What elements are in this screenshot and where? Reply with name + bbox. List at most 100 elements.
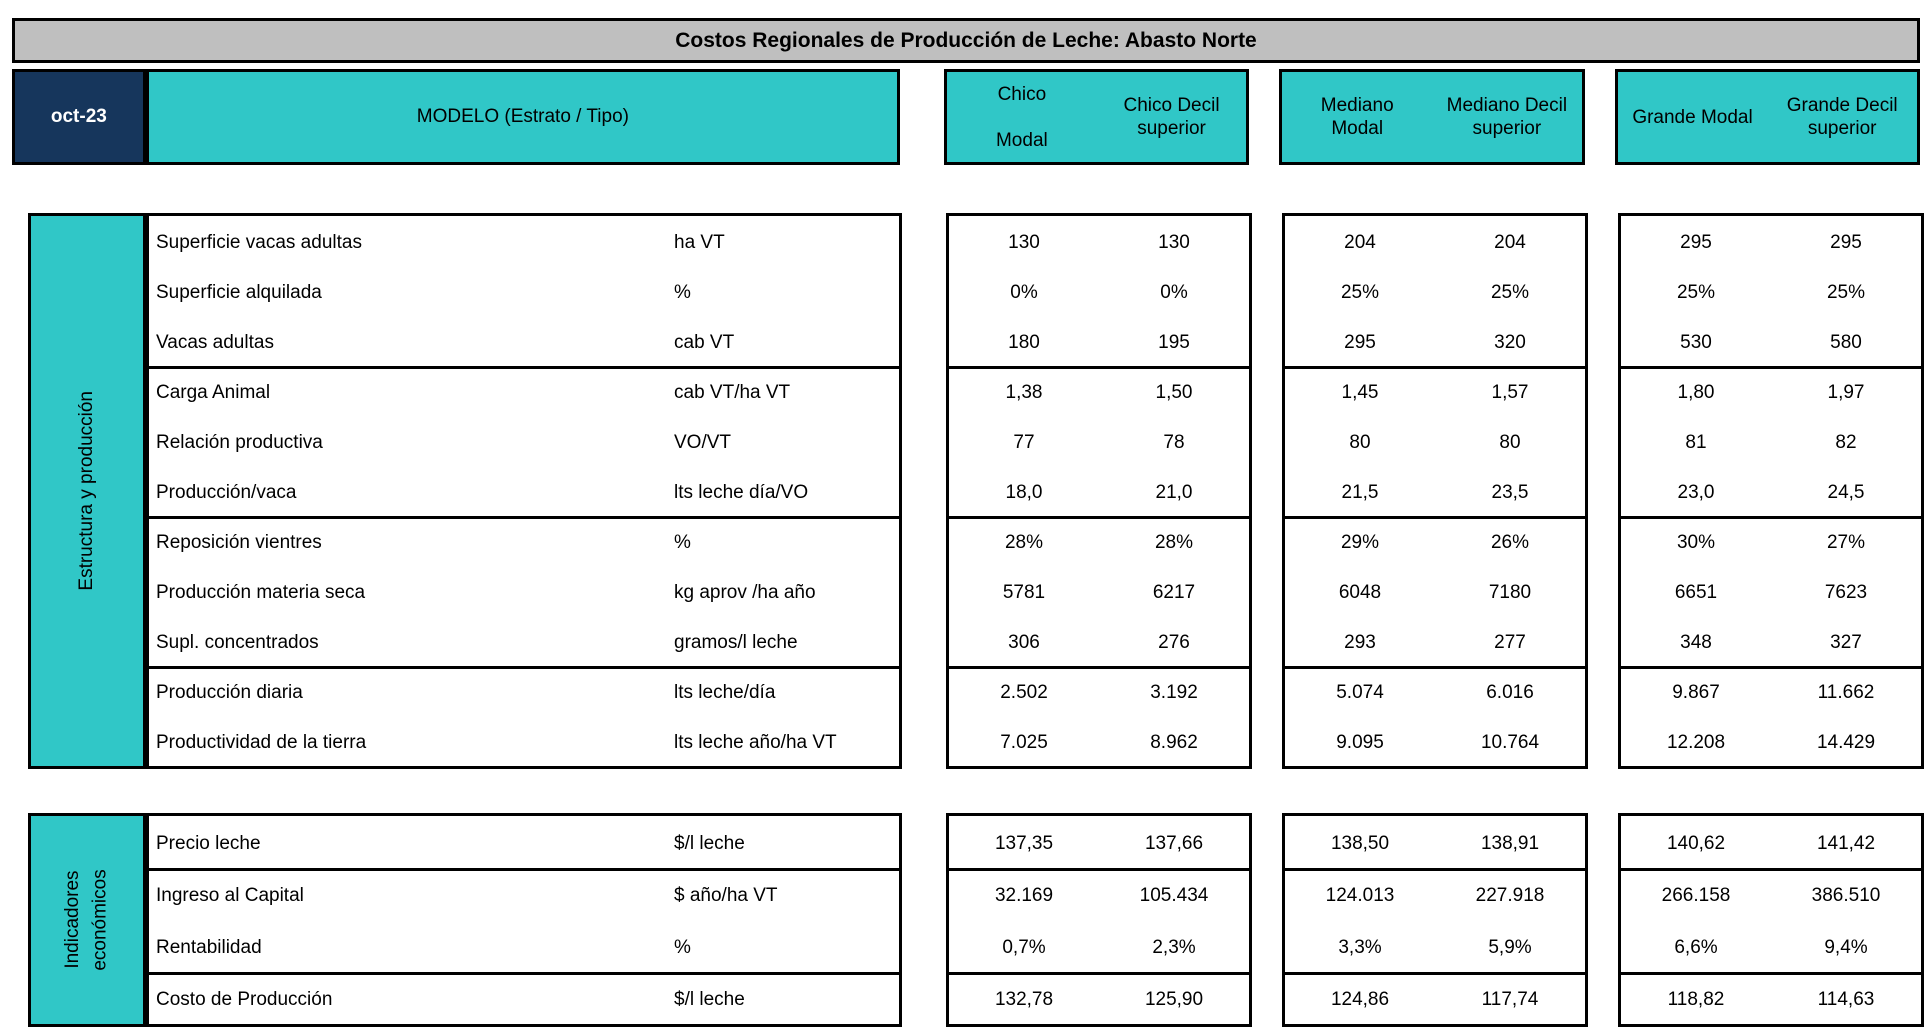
table-row: 204 204: [1285, 216, 1585, 266]
row-unit: lts leche año/ha VT: [674, 731, 837, 753]
cell-value: 141,42: [1816, 832, 1876, 854]
spacer: [12, 213, 28, 769]
cell-value: 18,0: [1005, 481, 1043, 503]
table-row: 306 276: [949, 616, 1249, 666]
row-unit: %: [674, 936, 691, 958]
cell-value: 1,97: [1827, 381, 1865, 403]
cell-value: 32.169: [994, 884, 1054, 906]
cell-value: 105.434: [1139, 884, 1209, 906]
column-header-line: superior: [1472, 118, 1542, 139]
cell-value: 118,82: [1667, 988, 1725, 1010]
cell-value: 0,7%: [1002, 936, 1046, 958]
row-label: Superficie vacas adultas: [156, 231, 362, 253]
cell-value: 10.764: [1480, 731, 1540, 753]
cell-value: 130: [1008, 231, 1040, 253]
row-unit: $ año/ha VT: [674, 884, 778, 906]
cell-value: 21,0: [1155, 481, 1193, 503]
table-row: 9.095 10.764: [1285, 716, 1585, 766]
cell-value: 1,38: [1005, 381, 1043, 403]
gap: [1588, 813, 1618, 1027]
cell-value: 2.502: [1000, 681, 1048, 703]
row-label: Producción materia seca: [156, 581, 366, 603]
cell-value: 8.962: [1150, 731, 1198, 753]
cell-value: 295: [1344, 331, 1376, 353]
row-label: Ingreso al Capital: [156, 884, 304, 906]
cell-value: 348: [1680, 631, 1712, 653]
table-row: 25% 25%: [1285, 266, 1585, 316]
cell-value: 137,66: [1144, 832, 1204, 854]
table-row: Producción materia seca kg aprov /ha año: [149, 566, 899, 616]
cell-value: 28%: [1004, 531, 1044, 553]
cell-value: 21,5: [1341, 481, 1379, 503]
gap: [1252, 213, 1282, 769]
table-row: 1,38 1,50: [949, 366, 1249, 416]
row-label: Superficie alquilada: [156, 281, 322, 303]
page-title: Costos Regionales de Producción de Leche…: [12, 18, 1920, 63]
table-row: 6048 7180: [1285, 566, 1585, 616]
table-row: 124,86 117,74: [1285, 972, 1585, 1024]
cell-value: 6651: [1674, 581, 1718, 603]
cell-value: 7180: [1488, 581, 1532, 603]
spacer: [12, 813, 28, 1027]
table-row: 23,0 24,5: [1621, 466, 1921, 516]
row-labels-box: Superficie vacas adultas ha VT Superficie …: [146, 213, 902, 769]
cell-value: 386.510: [1811, 884, 1881, 906]
row-label: Reposición vientres: [156, 531, 322, 553]
column-header-line: Chico: [997, 83, 1047, 105]
cell-value: 277: [1494, 631, 1526, 653]
table-row: 293 277: [1285, 616, 1585, 666]
cell-value: 12.208: [1666, 731, 1726, 753]
table-row: 295 320: [1285, 316, 1585, 366]
cell-value: 138,91: [1480, 832, 1540, 854]
date-cell: oct-23: [12, 69, 146, 165]
table-row: 266.158 386.510: [1621, 868, 1921, 920]
table-row: 6651 7623: [1621, 566, 1921, 616]
table-row: 180 195: [949, 316, 1249, 366]
column-header-line: Mediano Decil: [1446, 95, 1568, 116]
cell-value: 6048: [1338, 581, 1382, 603]
table-row: 348 327: [1621, 616, 1921, 666]
cell-value: 6.016: [1486, 681, 1534, 703]
column-header-line: Modal: [995, 129, 1048, 151]
table-row: 77 78: [949, 416, 1249, 466]
data-block-mediano: 138,50 138,91 124.013 227.918 3,3% 5,9% 124,86…: [1282, 813, 1588, 1027]
cell-value: 23,5: [1491, 481, 1529, 503]
column-header-line: Chico Decil: [1123, 95, 1220, 116]
cell-value: 204: [1344, 231, 1376, 253]
data-block-chico: 137,35 137,66 32.169 105.434 0,7% 2,3% 132,78 1…: [946, 813, 1252, 1027]
cell-value: 14.429: [1816, 731, 1876, 753]
cell-value: 530: [1680, 331, 1712, 353]
row-label: Precio leche: [156, 832, 261, 854]
table-row: 140,62 141,42: [1621, 816, 1921, 868]
table-row: 1,45 1,57: [1285, 366, 1585, 416]
cell-value: 9.867: [1672, 681, 1720, 703]
cell-value: 7623: [1824, 581, 1868, 603]
row-unit: ha VT: [674, 231, 725, 253]
section-label-text: Indicadores económicos: [62, 869, 111, 971]
column-header-line: superior: [1137, 118, 1206, 139]
column-header-line: Modal: [1331, 118, 1384, 139]
column-header-line: Grande Decil: [1786, 95, 1898, 116]
cell-value: 77: [1013, 431, 1035, 453]
column-group-header-grande: Grande Modal Grande Decil superior: [1614, 69, 1921, 165]
cell-value: 137,35: [994, 832, 1054, 854]
column-header: Chico Decil superior: [1097, 72, 1247, 162]
cell-value: 25%: [1490, 281, 1530, 303]
table-row: 124.013 227.918: [1285, 868, 1585, 920]
cell-value: 320: [1494, 331, 1526, 353]
table-row: 118,82 114,63: [1621, 972, 1921, 1024]
table-row: Vacas adultas cab VT: [149, 316, 899, 366]
column-header: Grande Modal: [1618, 72, 1768, 162]
table-row: 18,0 21,0: [949, 466, 1249, 516]
cell-value: 81: [1685, 431, 1707, 453]
cell-value: 132,78: [994, 988, 1054, 1010]
row-unit: kg aprov /ha año: [674, 581, 816, 603]
column-group-header-mediano: Mediano Modal Mediano Decil superior: [1279, 69, 1585, 165]
row-label: Producción/vaca: [156, 481, 297, 503]
table-row: Producción diaria lts leche/día: [149, 666, 899, 716]
row-label: Producción diaria: [156, 681, 303, 703]
table-row: 32.169 105.434: [949, 868, 1249, 920]
row-unit: lts leche día/VO: [674, 481, 809, 503]
cell-value: 327: [1830, 631, 1862, 653]
gap: [1252, 813, 1282, 1027]
